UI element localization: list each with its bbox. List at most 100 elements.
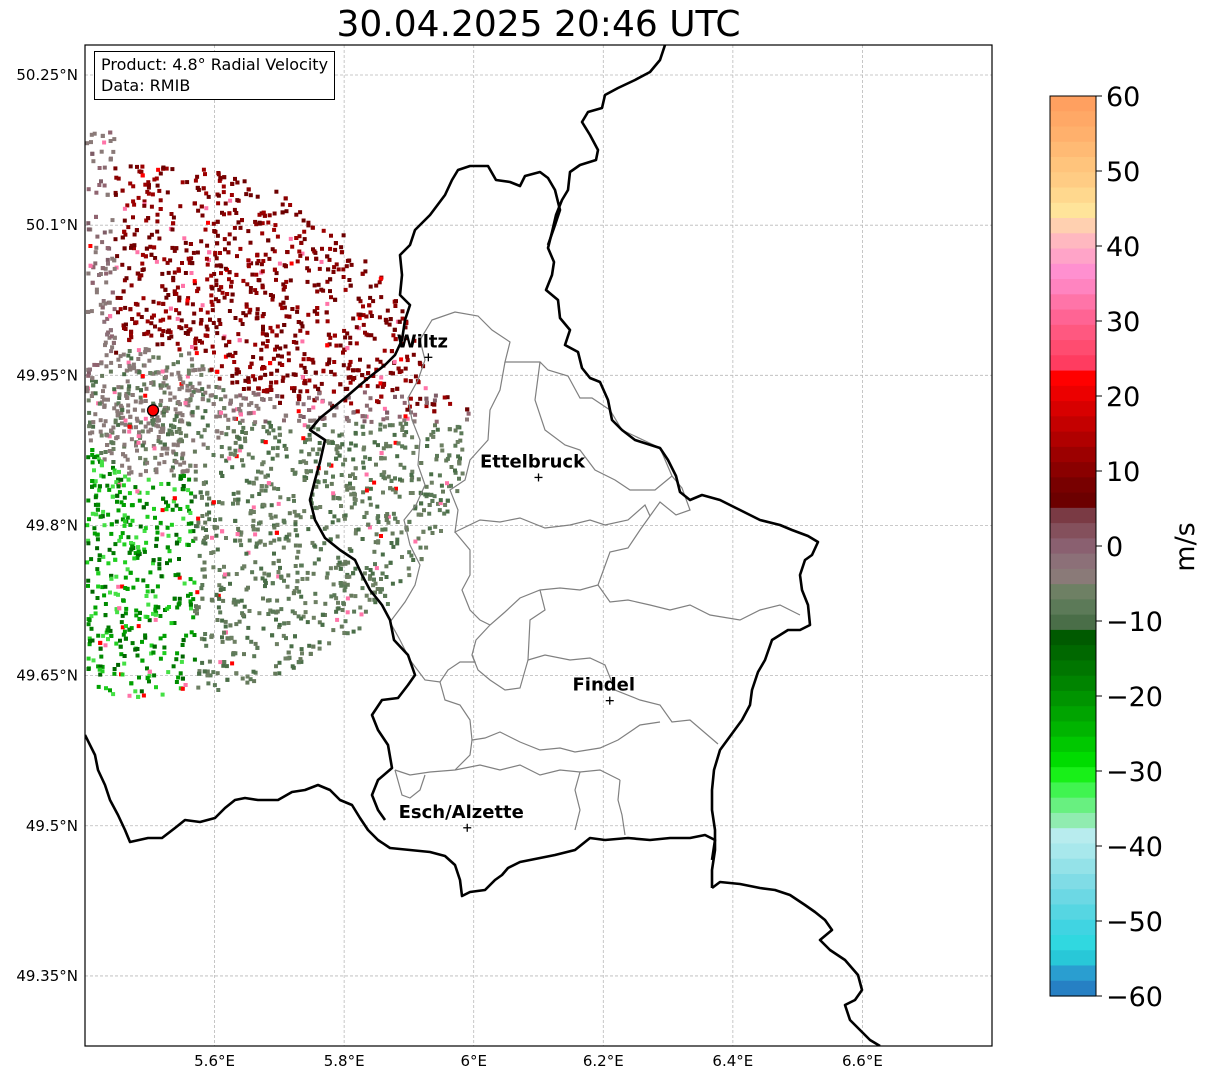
echo-pixel [197, 367, 202, 372]
y-tick-label: 49.65°N [16, 667, 78, 685]
echo-pixel [312, 398, 317, 403]
echo-pixel [190, 363, 195, 368]
echo-pixel [86, 578, 91, 583]
echo-pixel [146, 477, 151, 482]
echo-pixel [269, 466, 274, 471]
echo-pixel [175, 316, 180, 321]
echo-pixel [109, 573, 114, 578]
echo-pixel [297, 397, 302, 402]
echo-pixel [122, 661, 127, 666]
echo-pixel [343, 619, 348, 624]
echo-pixel [345, 582, 350, 587]
echo-pixel [358, 299, 363, 304]
echo-pixel [178, 671, 183, 676]
echo-pixel [353, 466, 358, 471]
echo-pixel [413, 539, 418, 544]
echo-pixel [99, 459, 104, 464]
echo-pixel [296, 513, 301, 518]
echo-pixel [364, 593, 369, 598]
echo-pixel [143, 347, 148, 352]
echo-pixel [132, 407, 137, 412]
echo-pixel [398, 421, 403, 426]
echo-pixel [330, 440, 335, 445]
echo-pixel [118, 296, 123, 300]
echo-pixel [116, 357, 121, 362]
echo-pixel [103, 643, 108, 648]
echo-pixel [94, 214, 98, 219]
echo-pixel [186, 521, 191, 526]
echo-pixel [329, 463, 334, 468]
echo-pixel [205, 277, 210, 282]
echo-pixel [232, 207, 237, 212]
echo-pixel [397, 319, 402, 324]
echo-pixel [433, 423, 437, 428]
echo-pixel [218, 322, 223, 326]
echo-pixel [154, 259, 159, 264]
echo-pixel [131, 215, 135, 220]
echo-pixel [94, 512, 99, 517]
echo-pixel [290, 468, 295, 472]
echo-pixel [282, 284, 287, 289]
echo-pixel [90, 391, 95, 396]
echo-pixel [146, 348, 151, 353]
echo-pixel [213, 395, 218, 400]
echo-pixel [142, 363, 147, 368]
echo-pixel [112, 258, 117, 263]
echo-pixel [174, 414, 179, 419]
echo-pixel [122, 542, 127, 547]
echo-pixel [251, 505, 256, 510]
echo-pixel [285, 250, 290, 255]
echo-pixel [131, 585, 136, 590]
colorbar-segment [1050, 309, 1096, 326]
echo-pixel [310, 225, 315, 230]
echo-pixel [104, 280, 109, 285]
echo-pixel [224, 432, 229, 437]
echo-pixel [122, 246, 127, 251]
echo-pixel [311, 615, 316, 620]
echo-pixel [166, 385, 171, 390]
echo-pixel [116, 662, 121, 667]
echo-pixel [202, 637, 207, 642]
echo-pixel [125, 567, 130, 572]
echo-pixel [306, 424, 311, 429]
echo-pixel [160, 383, 165, 388]
echo-pixel [141, 408, 146, 413]
echo-pixel [411, 450, 416, 455]
echo-pixel [180, 180, 185, 185]
echo-pixel [227, 339, 232, 344]
echo-pixel [248, 411, 253, 416]
echo-pixel [384, 575, 389, 579]
echo-pixel [132, 202, 137, 207]
echo-pixel [226, 425, 231, 430]
echo-pixel [109, 428, 114, 433]
echo-pixel [312, 283, 317, 288]
echo-pixel [157, 562, 162, 567]
echo-pixel [218, 251, 222, 255]
echo-pixel [365, 383, 370, 388]
echo-pixel [178, 507, 183, 511]
echo-pixel [123, 422, 128, 427]
colorbar-segment [1050, 492, 1096, 509]
echo-pixel [303, 440, 307, 445]
echo-pixel [99, 361, 104, 366]
echo-pixel [269, 482, 274, 487]
echo-pixel [161, 317, 166, 322]
echo-pixel [214, 256, 219, 261]
echo-pixel [211, 321, 216, 325]
echo-pixel [432, 409, 437, 414]
echo-pixel [120, 531, 125, 536]
echo-pixel [86, 538, 91, 543]
echo-pixel [273, 671, 278, 676]
echo-pixel [377, 280, 382, 285]
echo-pixel [310, 540, 315, 545]
echo-pixel [383, 317, 388, 322]
echo-pixel [121, 415, 126, 420]
echo-pixel [311, 247, 315, 252]
echo-pixel [238, 393, 243, 398]
echo-pixel [111, 692, 116, 697]
colorbar-segment [1050, 416, 1096, 433]
echo-pixel [199, 434, 204, 439]
echo-pixel [181, 380, 186, 385]
echo-pixel [284, 314, 289, 319]
echo-pixel [259, 211, 264, 216]
